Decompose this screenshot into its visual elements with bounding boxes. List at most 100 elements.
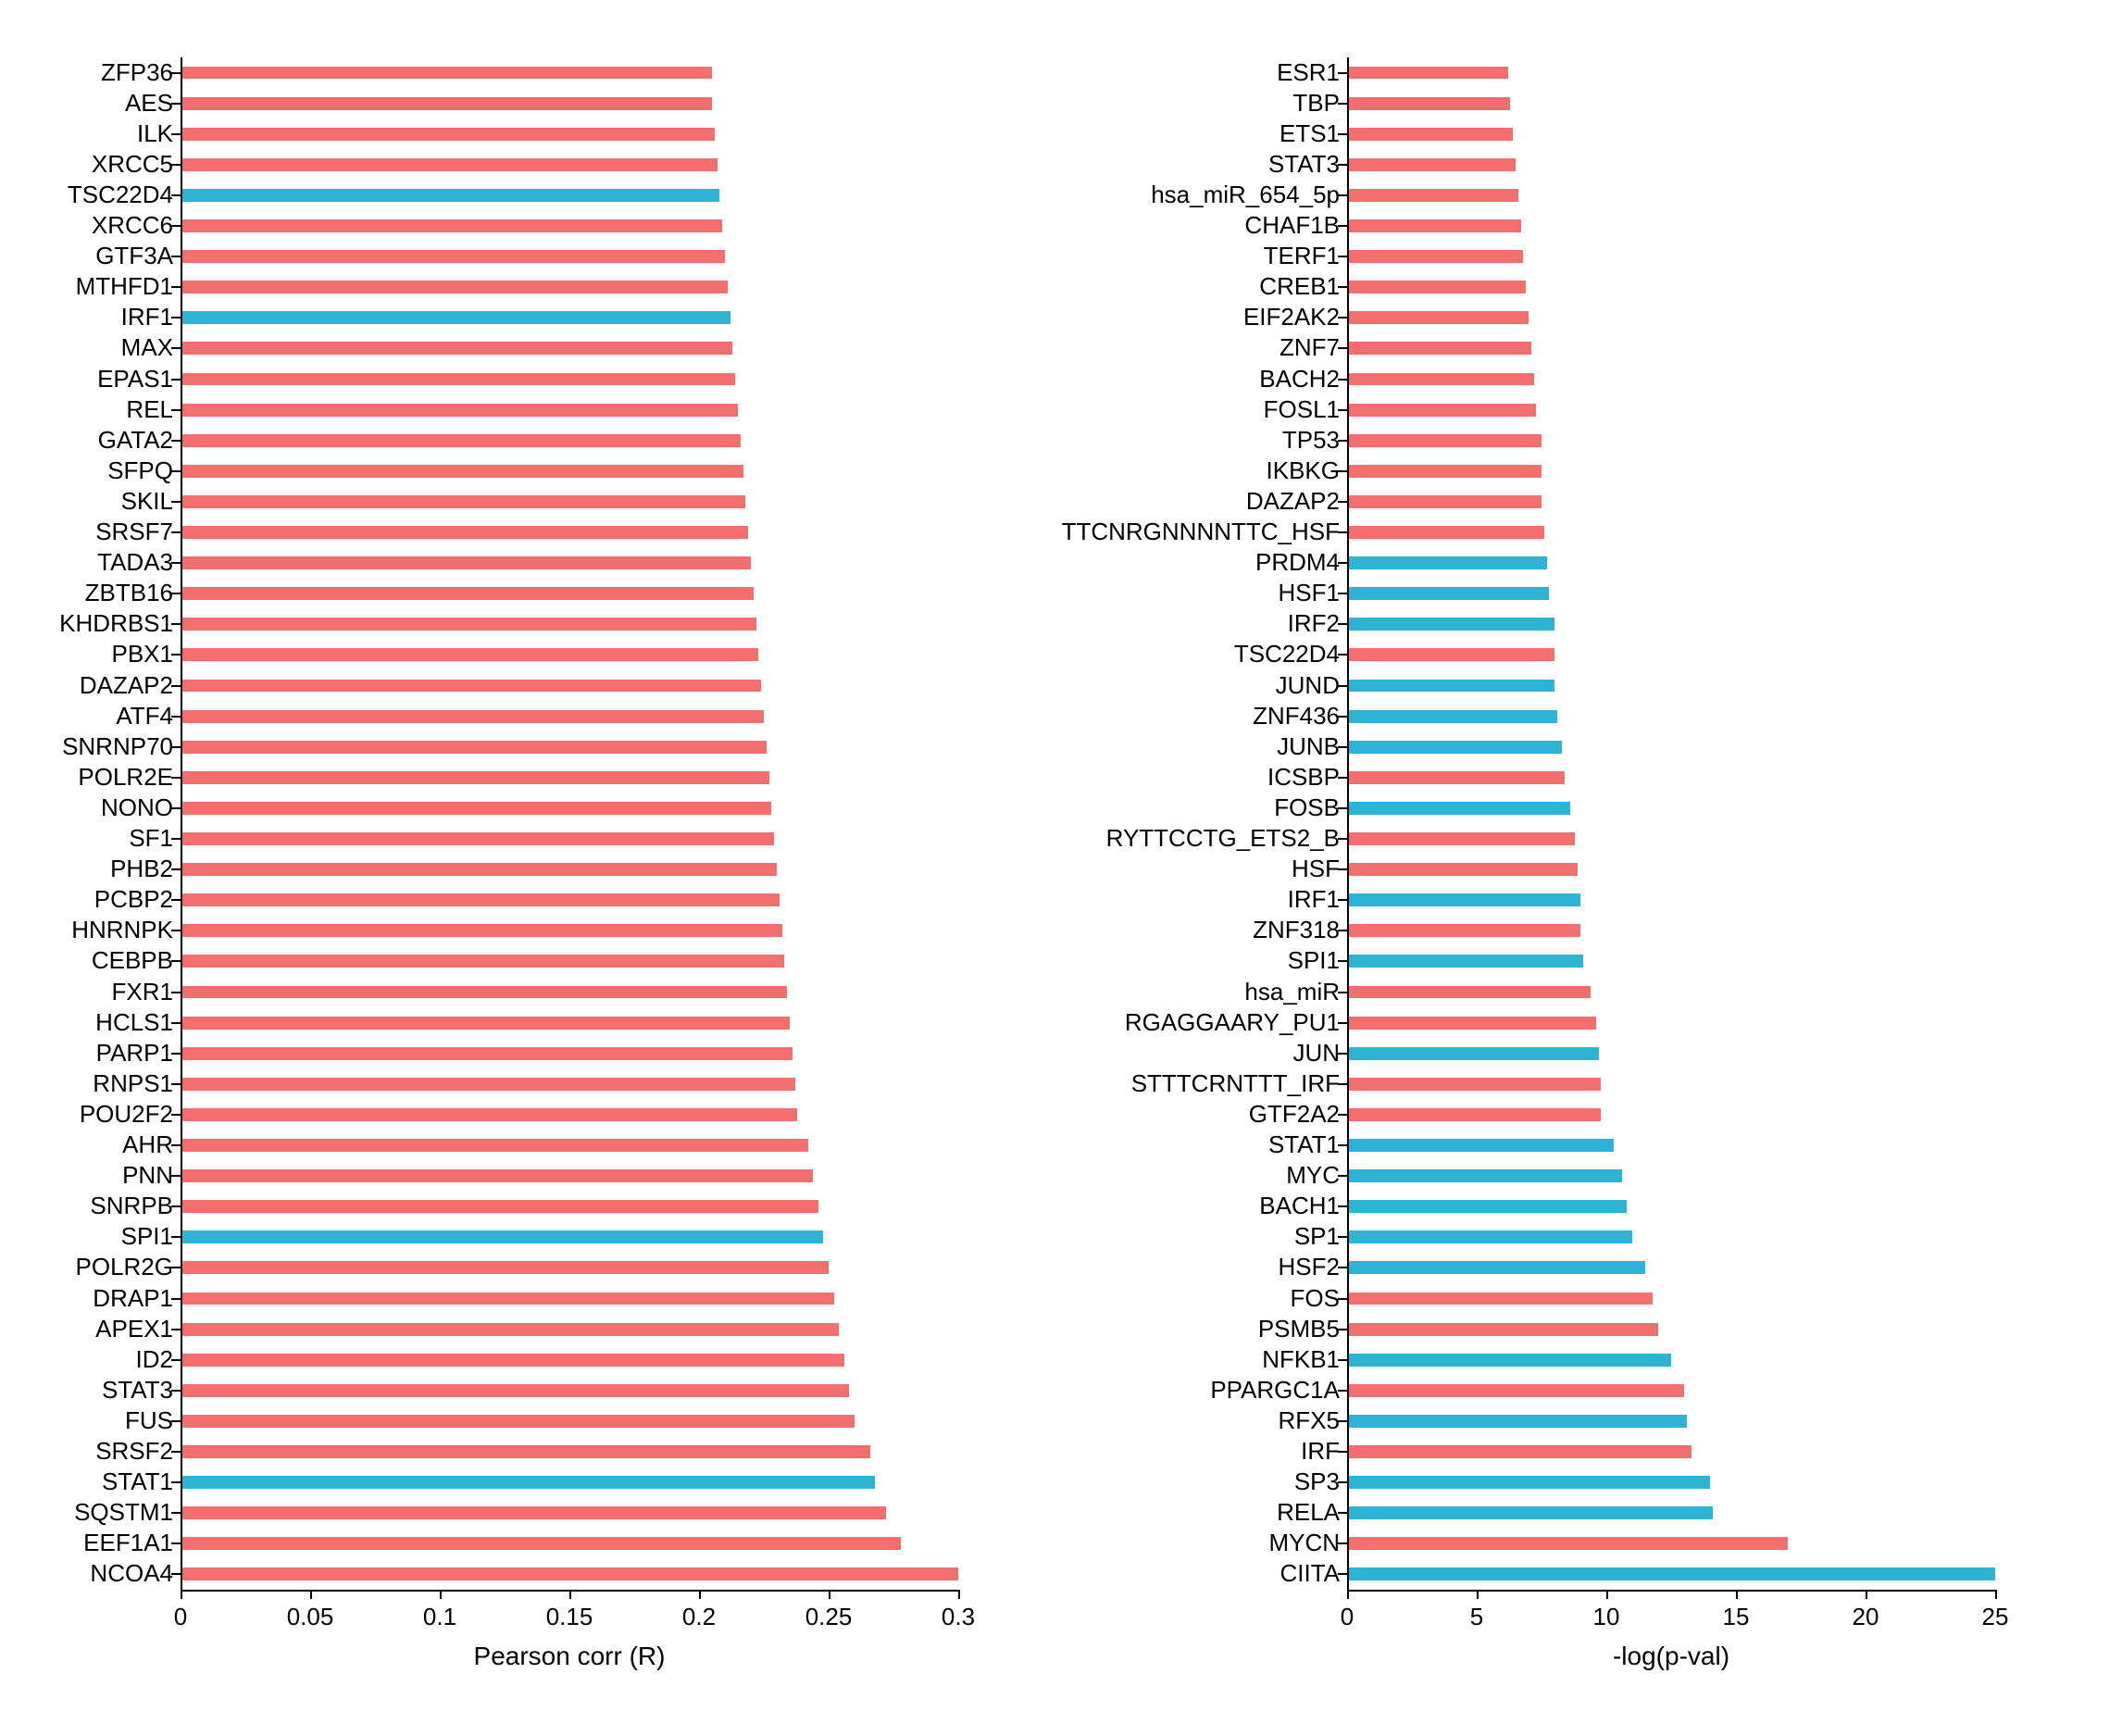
y-tick (171, 960, 181, 962)
bar-row: PARP1 (181, 1047, 958, 1060)
left-panel: ZFP36AESILKXRCC5TSC22D4XRCC6GTF3AMTHFD1I… (0, 0, 1061, 1736)
y-tick (171, 470, 181, 472)
y-tick (1338, 960, 1347, 962)
y-tick (1338, 1298, 1347, 1300)
y-tick (171, 164, 181, 166)
bar (1347, 311, 1529, 324)
bar-label: FXR1 (112, 986, 181, 999)
bar-row: DAZAP2 (1347, 495, 1995, 508)
bar-row: IRF2 (1347, 618, 1995, 631)
bar-label: DRAP1 (93, 1293, 181, 1305)
bar (181, 342, 732, 355)
bar-label: APEX1 (95, 1323, 181, 1336)
x-tick-label: 25 (1982, 1603, 2009, 1631)
bar (1347, 281, 1526, 293)
y-tick (171, 623, 181, 625)
y-tick (1338, 1512, 1347, 1514)
bar-label: SRSF7 (95, 526, 181, 539)
bar (181, 556, 751, 569)
bar (1347, 986, 1591, 999)
y-tick (171, 286, 181, 288)
bar (1347, 1200, 1627, 1213)
bar-label: TERF1 (1264, 250, 1347, 263)
y-tick (171, 1205, 181, 1207)
bar (1347, 1261, 1645, 1274)
bar (1347, 342, 1531, 355)
bar-row: SF1 (181, 832, 958, 845)
bar-row: NFKB1 (1347, 1354, 1995, 1367)
y-tick (1338, 838, 1347, 840)
y-tick (1338, 347, 1347, 349)
bar-row: NONO (181, 802, 958, 815)
bar (181, 404, 738, 417)
bar-label: BACH2 (1259, 373, 1347, 386)
bar-row: BACH2 (1347, 373, 1995, 386)
bar-row: TSC22D4 (1347, 648, 1995, 661)
x-tick (829, 1590, 830, 1599)
y-tick (171, 1390, 181, 1392)
plot-area: ZFP36AESILKXRCC5TSC22D4XRCC6GTF3AMTHFD1I… (181, 57, 958, 1590)
bar-row: hsa_miR (1347, 986, 1995, 999)
bar (181, 1200, 818, 1213)
bar (1347, 219, 1521, 232)
bar-row: STTTCRNTTT_IRF (1347, 1078, 1995, 1091)
y-tick (171, 1114, 181, 1116)
bar (181, 680, 761, 693)
x-tick (958, 1590, 960, 1599)
bar-row: SNRNP70 (181, 741, 958, 754)
bar (181, 832, 774, 845)
y-tick (171, 347, 181, 349)
y-tick (171, 1298, 181, 1300)
x-tick (569, 1590, 571, 1599)
y-tick (1338, 1205, 1347, 1207)
y-tick (1338, 1481, 1347, 1483)
bar-row: SNRPB (181, 1200, 958, 1213)
bar-label: GTF2A2 (1249, 1108, 1347, 1121)
bar (181, 495, 745, 508)
y-tick (171, 930, 181, 931)
bar-row: MAX (181, 342, 958, 355)
y-tick (171, 194, 181, 196)
bar-row: ESR1 (1347, 67, 1995, 80)
bar-row: HCLS1 (181, 1017, 958, 1030)
bar-row: EPAS1 (181, 373, 958, 386)
bar-row: TBP (1347, 97, 1995, 110)
x-tick-label: 0 (174, 1603, 187, 1631)
y-tick (171, 746, 181, 748)
bar-row: ICSBP (1347, 771, 1995, 784)
bar (181, 1261, 829, 1274)
bar-row: CREB1 (1347, 281, 1995, 293)
bar (181, 710, 764, 723)
bar-label: GATA2 (98, 434, 181, 447)
bar-row: REL (181, 404, 958, 417)
bar (1347, 434, 1542, 447)
bar-label: TSC22D4 (68, 189, 181, 202)
y-tick (171, 1144, 181, 1146)
y-tick (1338, 531, 1347, 533)
bar-label: DAZAP2 (80, 680, 181, 693)
y-tick (1338, 992, 1347, 993)
x-tick-label: 0 (1341, 1603, 1354, 1631)
bar (181, 1230, 823, 1243)
bar-label: DAZAP2 (1246, 495, 1347, 508)
bar-label: SFPQ (107, 465, 181, 478)
y-tick (1338, 868, 1347, 870)
bar-row: FXR1 (181, 986, 958, 999)
bar-row: TADA3 (181, 556, 958, 569)
y-tick (1338, 1144, 1347, 1146)
bar (181, 1537, 901, 1550)
bar (181, 1078, 795, 1091)
x-tick (1736, 1590, 1738, 1599)
bar-row: SRSF2 (181, 1445, 958, 1458)
bar-label: PPARGC1A (1210, 1384, 1347, 1397)
bar-label: PRDM4 (1255, 556, 1347, 569)
bar-row: CHAF1B (1347, 219, 1995, 232)
bar-row: IRF1 (181, 311, 958, 324)
y-tick (171, 1420, 181, 1422)
bar-label: CHAF1B (1244, 219, 1347, 232)
bar (1347, 1078, 1601, 1091)
bar (181, 97, 712, 110)
y-tick (1338, 1451, 1347, 1453)
y-tick (171, 256, 181, 257)
bar (181, 1108, 797, 1121)
